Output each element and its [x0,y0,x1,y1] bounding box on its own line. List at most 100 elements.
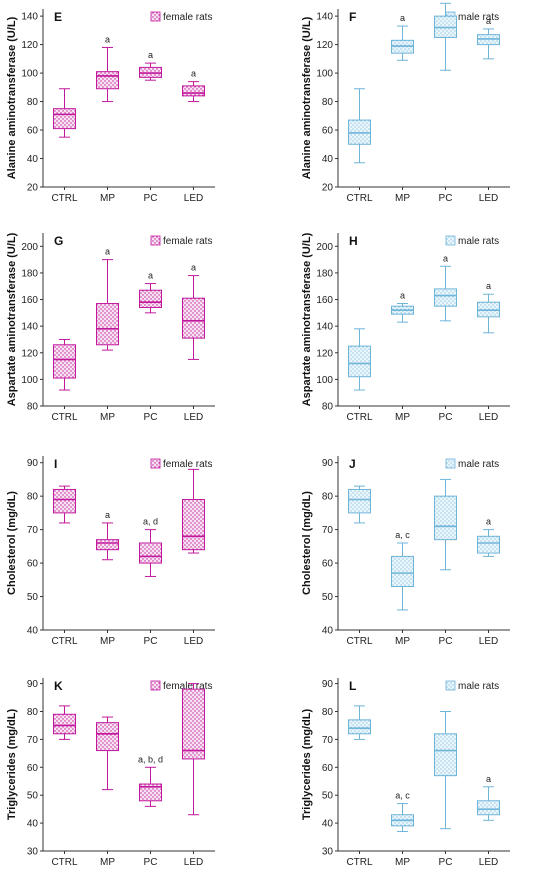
y-tick-label: 70 [27,735,39,746]
box-led: a [477,774,500,821]
iqr-box [434,288,457,307]
y-axis-label: Aspartate aminotransferase (U/L) [6,232,18,406]
iqr-box [53,713,76,735]
y-tick-label: 70 [27,525,39,536]
y-tick-label: 100 [316,69,333,80]
box-led: a [182,263,205,360]
box-ctrl [348,328,371,391]
y-tick-label: 40 [322,819,334,830]
box-mp: a [96,34,119,103]
significance-label: a [486,16,491,26]
panel-letter: F [349,10,356,24]
y-tick-label: 40 [27,154,39,165]
significance-label: a [400,291,405,301]
y-tick-label: 120 [316,348,333,359]
iqr-box [139,542,162,564]
x-tick-label: MP [100,857,115,868]
y-tick-label: 60 [27,126,39,137]
significance-label: a, c [395,530,410,540]
panel-k: 30 40 50 60 70 80 90 Triglycerides (mg/dL) K fema… [6,678,215,868]
y-tick-label: 20 [27,183,39,194]
significance-label: a [191,69,196,79]
iqr-box [96,71,119,90]
x-tick-label: LED [184,412,203,423]
iqr-box [348,719,371,735]
x-tick-label: MP [100,636,115,647]
iqr-box [53,488,76,514]
x-tick-label: MP [395,636,410,647]
x-tick-label: PC [439,636,453,647]
x-tick-label: CTRL [51,636,78,647]
significance-label: a [105,510,110,520]
x-tick-label: CTRL [51,857,78,868]
x-tick-label: CTRL [51,193,78,204]
iqr-box [477,800,500,816]
significance-label: a [191,263,196,273]
panel-l: 30 40 50 60 70 80 90 Triglycerides (mg/dL) L male… [301,678,510,868]
x-tick-label: PC [144,857,158,868]
legend-label: male rats [458,236,499,247]
legend-swatch [150,680,161,691]
x-tick-label: LED [479,636,498,647]
significance-label: a [443,253,448,263]
legend-swatch [445,458,456,469]
y-tick-label: 80 [27,97,39,108]
legend-label: female rats [163,236,212,247]
iqr-box [434,495,457,541]
box-led: a [477,517,500,557]
panel-letter: K [54,679,63,693]
y-axis-label: Cholesterol (mg/dL) [301,491,313,595]
box-led: a [182,69,205,103]
y-tick-label: 140 [316,322,333,333]
y-tick-label: 200 [21,242,38,253]
y-tick-label: 120 [316,40,333,51]
iqr-box [96,303,119,346]
x-tick-label: MP [395,412,410,423]
box-pc: a, d [139,517,162,577]
iqr-box [139,289,162,309]
y-tick-label: 60 [322,126,334,137]
x-tick-label: MP [395,193,410,204]
y-tick-label: 100 [316,375,333,386]
x-tick-label: LED [184,857,203,868]
x-tick-label: CTRL [346,193,373,204]
y-tick-label: 60 [322,559,334,570]
panel-i: 40 50 60 70 80 90 Cholesterol (mg/dL) I female r… [6,456,215,647]
legend-swatch [445,680,456,691]
box-pc: a [434,253,457,322]
y-tick-label: 50 [322,592,334,603]
x-tick-label: PC [439,857,453,868]
iqr-box [477,535,500,554]
box-mp: a [391,291,414,323]
legend-swatch [445,235,456,246]
panel-letter: L [349,679,356,693]
y-tick-label: 140 [316,12,333,23]
box-led [182,468,205,554]
significance-label: a [486,774,491,784]
iqr-box [53,108,76,130]
iqr-box [348,488,371,514]
box-ctrl [348,705,371,740]
iqr-box [53,344,76,379]
legend-label: male rats [458,459,499,470]
box-ctrl [348,485,371,524]
box-mp: a, c [391,530,414,611]
iqr-box [182,499,205,551]
box-pc: a, b, d [138,754,163,807]
y-tick-label: 140 [21,12,38,23]
box-pc [434,478,457,571]
y-tick-label: 90 [322,458,334,469]
panel-letter: J [349,457,356,471]
box-mp: a [391,13,414,61]
y-tick-label: 40 [322,154,334,165]
iqr-box [391,555,414,588]
iqr-box [348,345,371,378]
x-tick-label: PC [439,193,453,204]
y-tick-label: 40 [27,819,39,830]
y-tick-label: 30 [322,847,334,858]
panel-j: 40 50 60 70 80 90 Cholesterol (mg/dL) J male rat… [301,456,510,647]
y-tick-label: 80 [27,492,39,503]
